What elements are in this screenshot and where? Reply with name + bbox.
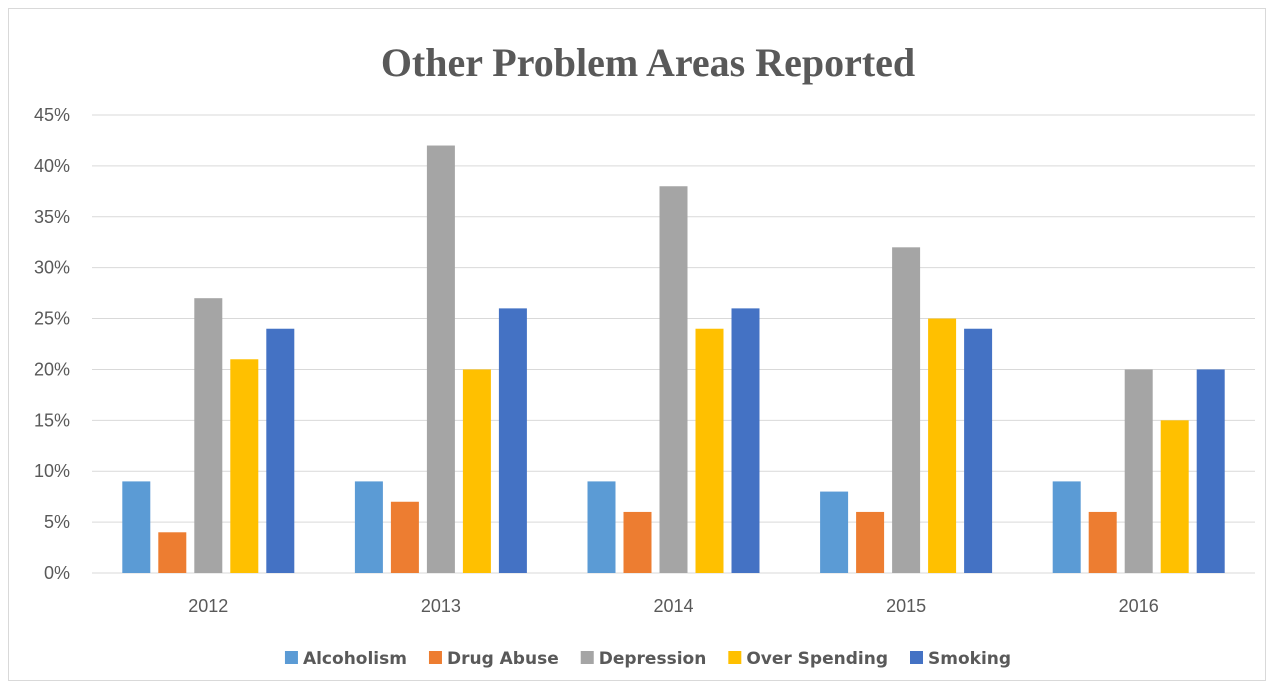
y-tick-label: 25% xyxy=(34,309,70,329)
legend-label: Alcoholism xyxy=(303,649,407,669)
bar-alcoholism-2015 xyxy=(820,491,849,573)
bar-drug-abuse-2015 xyxy=(856,511,885,573)
y-tick-label: 5% xyxy=(44,512,70,532)
y-axis-tick-labels: 0% 5% 10% 15% 20% 25% 30% 35% 40% 45% xyxy=(34,105,70,583)
bar-alcoholism-2014 xyxy=(587,481,616,573)
bar-smoking-2012 xyxy=(266,328,295,573)
bar-smoking-2014 xyxy=(731,308,760,573)
bar-drug-abuse-2016 xyxy=(1088,511,1117,573)
legend-swatch xyxy=(428,651,442,664)
y-tick-label: 30% xyxy=(34,258,70,278)
bar-over-spending-2014 xyxy=(695,328,724,573)
bar-depression-2014 xyxy=(659,186,688,573)
x-axis-tick-labels: 2012 2013 2014 2015 2016 xyxy=(188,596,1158,616)
x-tick-label: 2012 xyxy=(188,596,228,616)
bar-over-spending-2015 xyxy=(928,318,957,573)
legend-swatch xyxy=(728,651,742,664)
bar-depression-2015 xyxy=(892,247,921,574)
bar-alcoholism-2016 xyxy=(1052,481,1081,573)
y-tick-label: 45% xyxy=(34,105,70,125)
legend-label: Smoking xyxy=(928,649,1011,669)
bar-smoking-2016 xyxy=(1196,369,1225,573)
legend-swatch xyxy=(284,651,298,664)
bar-drug-abuse-2012 xyxy=(158,532,187,573)
bar-over-spending-2013 xyxy=(462,369,491,573)
legend: Alcoholism Drug Abuse Depression Over Spend… xyxy=(284,649,1011,669)
bar-depression-2012 xyxy=(194,298,223,573)
legend-swatch xyxy=(910,651,923,664)
bar-alcoholism-2012 xyxy=(122,481,151,573)
bar-over-spending-2016 xyxy=(1160,420,1189,573)
legend-label: Over Spending xyxy=(746,649,888,669)
x-tick-label: 2016 xyxy=(1119,596,1159,616)
legend-label: Depression xyxy=(599,649,707,669)
chart-title: Other Problem Areas Reported xyxy=(381,40,915,85)
y-tick-label: 10% xyxy=(34,461,70,481)
bar-over-spending-2012 xyxy=(230,359,259,573)
bar-smoking-2015 xyxy=(964,328,993,573)
bar-smoking-2013 xyxy=(498,308,527,573)
bar-depression-2016 xyxy=(1124,369,1153,573)
x-tick-label: 2015 xyxy=(886,596,926,616)
bar-drug-abuse-2013 xyxy=(390,501,419,573)
y-tick-label: 35% xyxy=(34,207,70,227)
bars xyxy=(122,145,1225,574)
bar-drug-abuse-2014 xyxy=(623,511,652,573)
legend-label: Drug Abuse xyxy=(447,649,559,669)
y-tick-label: 0% xyxy=(44,563,70,583)
x-tick-label: 2013 xyxy=(421,596,461,616)
y-tick-label: 20% xyxy=(34,359,70,379)
bar-depression-2013 xyxy=(426,145,455,574)
x-tick-label: 2014 xyxy=(653,596,693,616)
y-tick-label: 40% xyxy=(34,156,70,176)
y-tick-label: 15% xyxy=(34,410,70,430)
bar-alcoholism-2013 xyxy=(354,481,383,573)
legend-swatch xyxy=(580,651,594,664)
